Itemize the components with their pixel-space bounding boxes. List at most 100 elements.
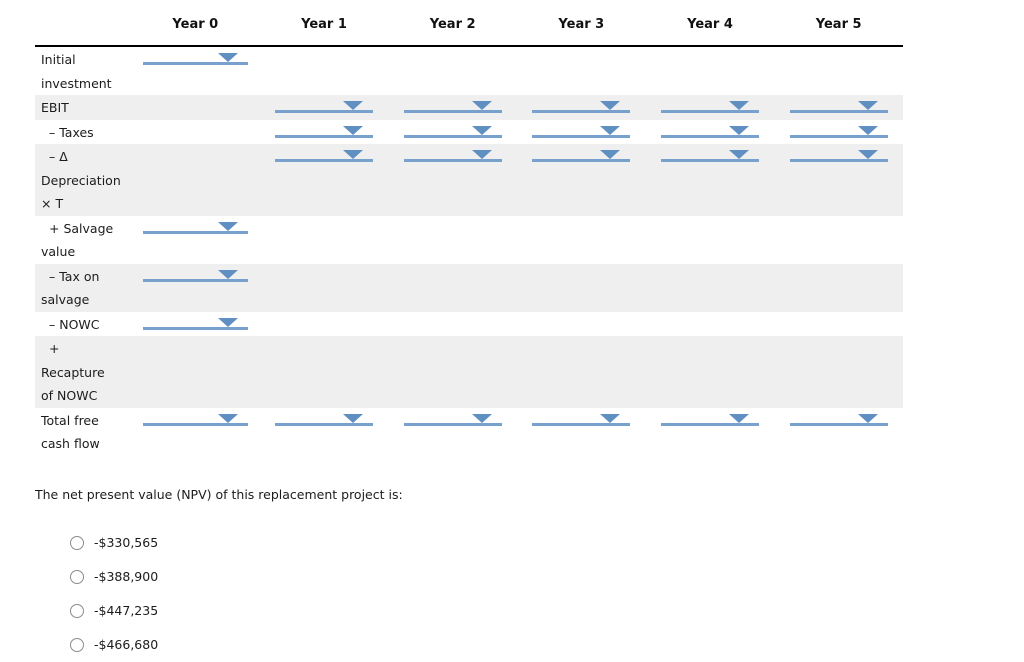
npv-option-2[interactable]: -$388,900 [70, 560, 1024, 594]
empty-cell [774, 216, 903, 239]
answer-dropdown[interactable] [403, 411, 502, 426]
row-label: Total free cash flow [41, 412, 100, 452]
row-salvage-value: + Salvage value [35, 216, 903, 264]
row-initial-investment: Initial investment [35, 47, 903, 95]
empty-cell [517, 216, 646, 239]
chevron-down-icon [471, 150, 492, 159]
empty-cell [774, 264, 903, 287]
npv-options: -$330,565 -$388,900 -$447,235 -$466,680 [70, 526, 1024, 662]
empty-cell [388, 312, 517, 335]
column-header-year-2: Year 2 [429, 17, 476, 32]
npv-option-1[interactable]: -$330,565 [70, 526, 1024, 560]
chevron-down-icon [342, 150, 363, 159]
chevron-down-icon [600, 125, 621, 135]
empty-cell [774, 336, 903, 359]
answer-dropdown[interactable] [142, 267, 248, 282]
answer-dropdown[interactable] [274, 411, 373, 426]
empty-cell [388, 264, 517, 287]
chevron-down-icon [217, 413, 238, 423]
option-label: -$447,235 [94, 603, 159, 618]
row-nowc: – NOWC [35, 312, 903, 337]
answer-dropdown[interactable] [403, 98, 502, 113]
empty-cell [131, 336, 260, 359]
radio-icon[interactable] [70, 569, 84, 584]
answer-dropdown[interactable] [660, 147, 759, 162]
empty-cell [646, 47, 775, 70]
empty-cell [388, 336, 517, 359]
answer-dropdown[interactable] [274, 98, 373, 113]
chevron-down-icon [857, 101, 878, 110]
empty-cell [517, 312, 646, 335]
chevron-down-icon [471, 101, 492, 110]
answer-dropdown[interactable] [532, 411, 631, 426]
answer-dropdown[interactable] [789, 98, 888, 113]
empty-cell [260, 216, 389, 239]
empty-cell [646, 264, 775, 287]
row-total-free-cash-flow: Total free cash flow [35, 408, 903, 456]
answer-dropdown[interactable] [142, 219, 248, 234]
column-header-year-5: Year 5 [815, 17, 862, 32]
chevron-down-icon [342, 101, 363, 110]
answer-dropdown[interactable] [789, 411, 888, 426]
header-spacer [35, 17, 131, 40]
radio-icon[interactable] [70, 535, 84, 550]
answer-dropdown[interactable] [274, 147, 373, 162]
empty-cell [774, 47, 903, 70]
chevron-down-icon [857, 413, 878, 423]
chevron-down-icon [217, 317, 238, 327]
row-label: Initial investment [41, 52, 112, 91]
chevron-down-icon [857, 150, 878, 159]
npv-option-3[interactable]: -$447,235 [70, 594, 1024, 628]
empty-cell [517, 336, 646, 359]
chevron-down-icon [471, 125, 492, 135]
empty-cell [260, 264, 389, 287]
answer-dropdown[interactable] [660, 411, 759, 426]
answer-dropdown[interactable] [532, 123, 631, 138]
chevron-down-icon [600, 413, 621, 423]
option-label: -$330,565 [94, 535, 159, 550]
answer-dropdown[interactable] [142, 411, 248, 426]
answer-dropdown[interactable] [274, 123, 373, 138]
row-recapture-of-nowc: + Recapture of NOWC [35, 336, 903, 408]
radio-icon[interactable] [70, 637, 84, 652]
answer-dropdown[interactable] [532, 98, 631, 113]
column-header-year-1: Year 1 [301, 17, 347, 32]
chevron-down-icon [471, 413, 492, 423]
column-header-year-0: Year 0 [172, 17, 219, 32]
empty-cell [646, 312, 775, 335]
empty-cell [131, 144, 260, 167]
row-label: EBIT [41, 100, 69, 115]
row-label: – Taxes [49, 124, 94, 140]
row-label: + Recapture of NOWC [41, 341, 105, 403]
empty-cell [260, 312, 389, 335]
table-header-row: Year 0 Year 1 Year 2 Year 3 Year 4 Year … [35, 15, 903, 47]
answer-dropdown[interactable] [403, 123, 502, 138]
option-label: -$466,680 [94, 637, 159, 652]
answer-dropdown[interactable] [660, 98, 759, 113]
chevron-down-icon [600, 101, 621, 110]
empty-cell [388, 216, 517, 239]
chevron-down-icon [217, 53, 238, 62]
answer-dropdown[interactable] [789, 123, 888, 138]
answer-dropdown[interactable] [532, 147, 631, 162]
row-tax-on-salvage: – Tax on salvage [35, 263, 903, 312]
answer-dropdown[interactable] [660, 123, 759, 138]
chevron-down-icon [728, 150, 749, 159]
empty-cell [517, 47, 646, 70]
answer-dropdown[interactable] [789, 147, 888, 162]
chevron-down-icon [217, 269, 238, 279]
empty-cell [260, 47, 389, 70]
row-taxes: – Taxes [35, 120, 903, 145]
answer-dropdown[interactable] [403, 147, 502, 162]
empty-cell [131, 120, 260, 143]
option-label: -$388,900 [94, 569, 159, 584]
row-label: – NOWC [49, 316, 100, 332]
npv-option-4[interactable]: -$466,680 [70, 628, 1024, 662]
answer-dropdown[interactable] [142, 315, 248, 330]
empty-cell [131, 95, 260, 118]
chevron-down-icon [728, 101, 749, 110]
empty-cell [388, 47, 517, 70]
radio-icon[interactable] [70, 603, 84, 618]
worksheet-page: Year 0 Year 1 Year 2 Year 3 Year 4 Year … [0, 15, 1024, 662]
answer-dropdown[interactable] [142, 50, 248, 65]
